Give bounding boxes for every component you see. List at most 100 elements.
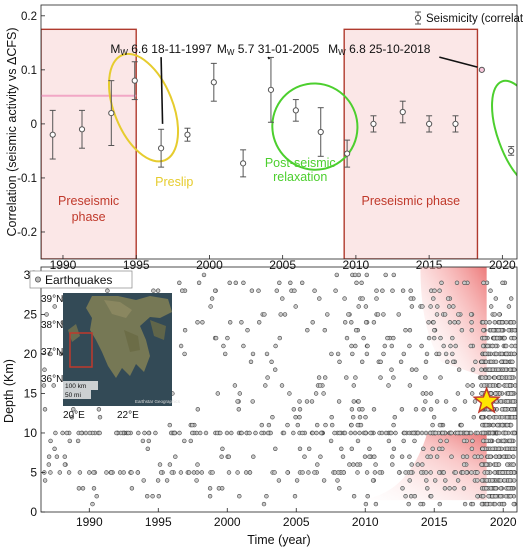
earthquake-marker bbox=[445, 296, 451, 301]
earthquake-marker bbox=[451, 304, 456, 309]
earthquake-marker bbox=[224, 430, 230, 436]
earthquake-marker bbox=[278, 312, 283, 317]
earthquake-marker bbox=[48, 470, 53, 475]
earthquake-marker bbox=[504, 383, 509, 388]
earthquake-marker bbox=[386, 438, 392, 444]
earthquake-marker bbox=[367, 454, 372, 459]
earthquake-marker bbox=[312, 470, 317, 475]
earthquake-marker bbox=[484, 486, 489, 491]
earthquake-marker bbox=[401, 351, 406, 357]
earthquake-marker bbox=[62, 462, 68, 467]
bottom-x-tick-label: 2015 bbox=[421, 515, 448, 529]
earthquake-marker bbox=[495, 335, 500, 341]
earthquake-marker bbox=[372, 454, 377, 459]
earthquake-marker bbox=[485, 470, 490, 475]
earthquake-marker bbox=[157, 462, 163, 467]
earthquake-marker bbox=[456, 367, 462, 372]
earthquake-marker bbox=[158, 470, 164, 475]
top-x-tick-label: 2010 bbox=[343, 258, 370, 272]
earthquake-marker bbox=[408, 494, 414, 499]
earthquake-marker bbox=[208, 304, 213, 309]
earthquake-marker bbox=[443, 351, 449, 357]
earthquake-marker bbox=[213, 288, 218, 293]
earthquake-marker bbox=[492, 501, 498, 507]
earthquake-marker bbox=[492, 470, 497, 475]
earthquake-marker bbox=[492, 375, 497, 380]
earthquake-marker bbox=[383, 272, 388, 278]
top-x-tick-label: 2020 bbox=[489, 258, 516, 272]
inset-lon-22: 22°E bbox=[117, 410, 139, 421]
earthquake-marker bbox=[146, 430, 152, 436]
earthquake-marker bbox=[182, 438, 187, 444]
earthquake-marker bbox=[510, 446, 515, 451]
bottom-y-axis-label: Depth (Km) bbox=[2, 359, 16, 423]
earthquake-marker bbox=[505, 415, 510, 420]
bottom-x-tick-label: 2010 bbox=[352, 515, 379, 529]
earthquake-marker bbox=[496, 367, 501, 372]
correlation-point bbox=[399, 100, 406, 124]
earthquake-marker bbox=[482, 335, 487, 341]
earthquake-marker bbox=[314, 430, 319, 436]
earthquake-marker bbox=[412, 438, 417, 444]
earthquake-marker bbox=[504, 446, 510, 451]
earthquake-marker bbox=[381, 312, 386, 317]
earthquake-marker bbox=[407, 454, 412, 459]
earthquake-marker bbox=[280, 296, 285, 301]
earthquake-marker bbox=[332, 430, 337, 436]
earthquake-marker bbox=[479, 391, 484, 396]
earthquake-marker bbox=[114, 430, 119, 436]
earthquake-marker bbox=[351, 462, 356, 467]
earthquake-marker bbox=[190, 430, 195, 436]
earthquake-marker bbox=[263, 383, 268, 388]
earthquake-marker bbox=[487, 383, 493, 388]
earthquake-marker bbox=[418, 501, 423, 507]
earthquake-marker bbox=[441, 470, 446, 475]
earthquake-marker bbox=[506, 328, 511, 333]
earthquake-marker bbox=[51, 383, 56, 388]
earthquake-marker bbox=[213, 335, 219, 341]
correlation-point bbox=[157, 128, 165, 168]
earthquake-marker bbox=[469, 328, 474, 333]
earthquake-marker bbox=[219, 454, 224, 459]
earthquake-marker bbox=[400, 486, 405, 491]
earthquake-marker bbox=[352, 430, 358, 436]
earthquake-marker bbox=[300, 280, 305, 285]
earthquake-marker bbox=[97, 430, 102, 436]
earthquake-marker bbox=[392, 415, 397, 420]
earthquake-marker bbox=[151, 288, 156, 293]
earthquake-marker bbox=[347, 462, 352, 467]
earthquake-marker bbox=[428, 470, 433, 475]
earthquake-marker bbox=[339, 446, 344, 451]
earthquake-marker bbox=[488, 501, 493, 507]
earthquake-marker bbox=[426, 335, 432, 341]
earthquake-marker bbox=[407, 383, 413, 388]
earthquake-marker bbox=[461, 462, 467, 467]
earthquake-marker bbox=[375, 312, 381, 317]
bottom-x-tick-label: 2020 bbox=[490, 515, 517, 529]
earthquake-marker bbox=[487, 375, 492, 380]
earthquake-marker bbox=[169, 470, 175, 475]
earthquake-marker bbox=[363, 304, 369, 309]
earthquake-marker bbox=[195, 462, 200, 467]
earthquake-marker bbox=[377, 470, 382, 475]
earthquake-marker bbox=[427, 430, 433, 436]
earthquake-marker bbox=[407, 343, 412, 349]
earthquake-marker bbox=[423, 430, 429, 436]
annotation-leader-line bbox=[439, 56, 478, 68]
earthquake-marker bbox=[353, 328, 359, 333]
earthquake-marker bbox=[195, 320, 200, 325]
earthquake-marker bbox=[360, 359, 365, 364]
earthquake-marker bbox=[226, 470, 232, 475]
earthquake-marker bbox=[482, 383, 487, 388]
earthquake-marker bbox=[409, 367, 415, 372]
earthquake-marker bbox=[511, 367, 517, 372]
earthquake-marker bbox=[349, 407, 355, 412]
earthquake-marker bbox=[403, 494, 408, 499]
earthquake-marker bbox=[315, 462, 320, 467]
earthquake-marker bbox=[503, 494, 509, 499]
earthquake-marker bbox=[423, 359, 429, 364]
earthquake-marker bbox=[332, 470, 338, 475]
earthquake-marker bbox=[408, 288, 413, 293]
earthquake-marker bbox=[129, 470, 134, 475]
earthquake-marker bbox=[480, 343, 486, 349]
